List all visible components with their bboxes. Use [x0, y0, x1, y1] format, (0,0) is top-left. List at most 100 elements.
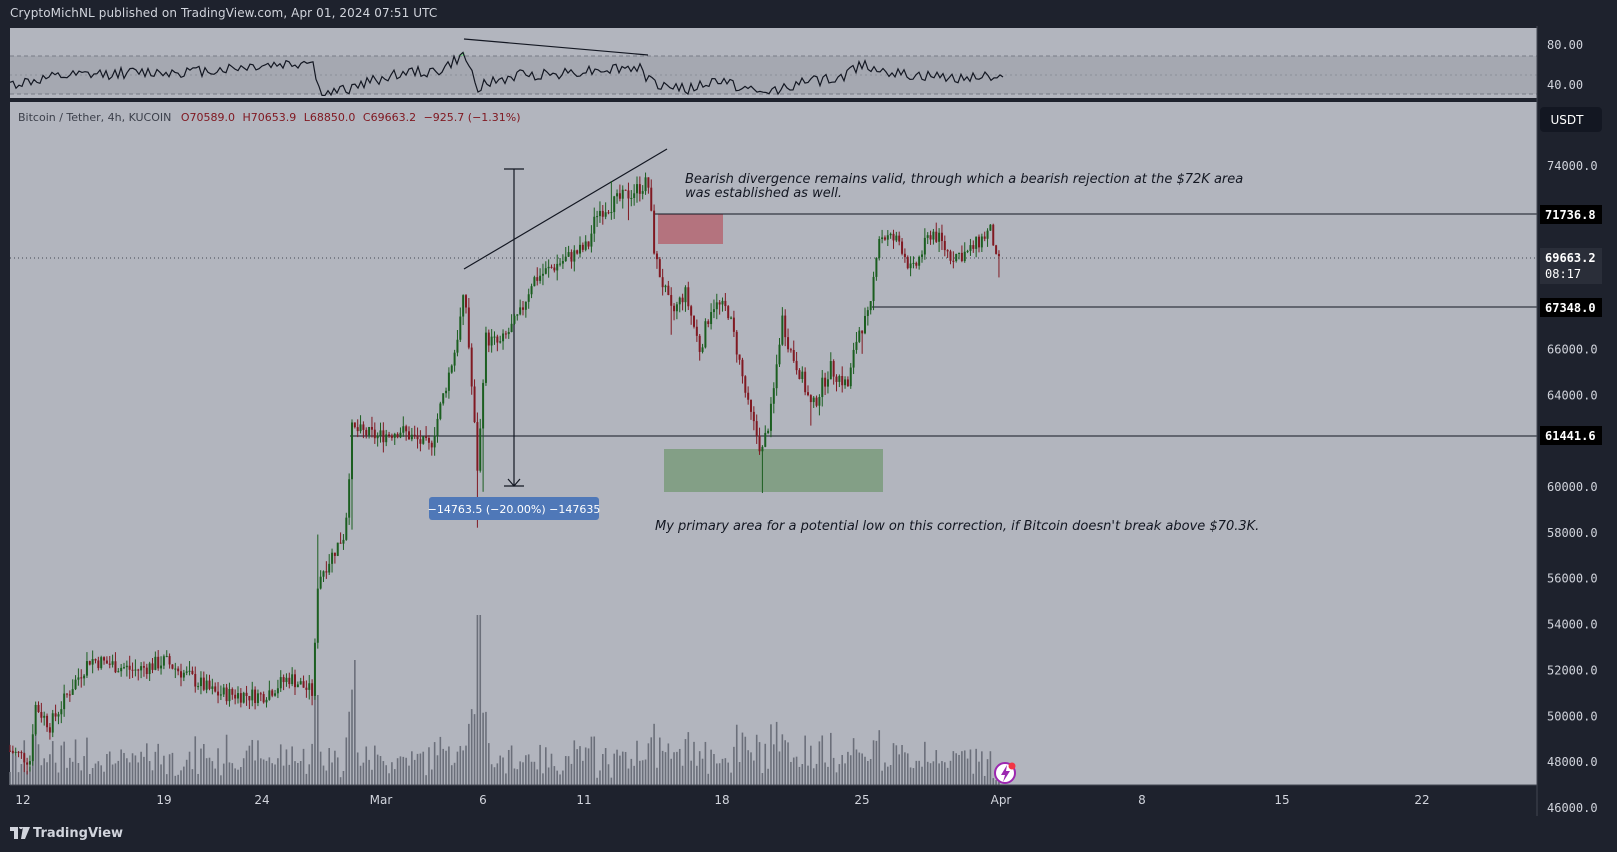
time-tick-label: Apr: [991, 793, 1012, 807]
volume-bar: [747, 750, 749, 785]
candle-body: [504, 333, 507, 335]
rsi-overbought-segment: [461, 52, 465, 56]
candle-body: [48, 727, 51, 733]
candle-body: [291, 674, 294, 685]
volume-bar: [741, 732, 744, 785]
candle-body: [673, 305, 676, 312]
volume-bar: [302, 748, 305, 785]
volume-bar: [579, 746, 581, 785]
volume-bar: [852, 738, 855, 785]
candle-body: [180, 671, 182, 678]
candle-body: [775, 364, 778, 389]
candle-body: [866, 310, 869, 316]
price-tick-label: 48000.0: [1547, 755, 1598, 769]
volume-bar: [288, 764, 291, 785]
volume-bar: [818, 741, 821, 785]
volume-bar: [245, 750, 248, 785]
volume-bar: [151, 770, 154, 785]
candle-body: [100, 657, 103, 669]
volume-bar: [536, 769, 539, 785]
resistance-zone-box[interactable]: [658, 214, 723, 244]
divergence-note-line2[interactable]: was established as well.: [685, 186, 842, 201]
volume-bar: [889, 764, 892, 785]
volume-bar: [684, 739, 687, 785]
volume-bar: [556, 770, 558, 785]
low-area-note[interactable]: My primary area for a potential low on t…: [655, 519, 1259, 534]
candle-body: [858, 330, 861, 342]
volume-bar: [342, 770, 345, 785]
time-axis[interactable]: 12 19 24 Mar 6 11 18 25 Apr 8 15 22: [15, 793, 1429, 807]
candle-body: [570, 252, 573, 262]
volume-bar: [496, 763, 499, 785]
candle-body: [590, 233, 593, 247]
candle-body: [724, 300, 727, 307]
volume-bar: [844, 763, 846, 785]
volume-bar: [887, 766, 889, 785]
volume-bar: [869, 758, 872, 785]
candle-body: [824, 377, 827, 387]
candle-body: [259, 693, 262, 695]
candle-body: [416, 435, 419, 440]
volume-bar: [593, 736, 596, 785]
rising-trendline[interactable]: [463, 148, 668, 270]
volume-bar: [875, 740, 878, 785]
volume-bar: [126, 758, 128, 785]
candle-body: [410, 434, 413, 440]
volume-bar: [183, 766, 185, 785]
candle-body: [818, 397, 821, 406]
volume-bar: [470, 709, 473, 785]
candle-body: [704, 321, 707, 348]
candle-body: [718, 302, 721, 305]
candle-body: [607, 212, 610, 214]
candle-body: [467, 307, 470, 348]
volume-bar: [986, 759, 989, 785]
time-tick-label: 19: [156, 793, 171, 807]
candle-body: [319, 576, 322, 589]
volume-bar: [354, 660, 356, 785]
volume-bar: [710, 749, 712, 785]
current-price-label-box: [1540, 248, 1602, 284]
volume-bar: [248, 745, 251, 785]
volume-bar: [305, 773, 308, 785]
volume-bar: [422, 751, 425, 785]
candle-body: [898, 235, 901, 242]
candle-body: [365, 429, 368, 436]
candle-body: [37, 704, 40, 713]
candle-body: [219, 694, 222, 696]
candle-body: [142, 666, 145, 668]
volume-bar: [758, 742, 761, 785]
candle-body: [131, 669, 134, 671]
volume-bar: [240, 766, 242, 785]
volume-bar: [374, 745, 376, 785]
candle-body: [975, 236, 978, 249]
volume-bar: [704, 741, 707, 785]
footer-bar: [0, 816, 1617, 852]
demand-zone-box[interactable]: [664, 449, 883, 492]
volume-bar: [222, 763, 225, 785]
volume-bar: [944, 762, 946, 785]
candle-body: [966, 250, 969, 252]
volume-bar: [516, 769, 519, 785]
measure-label-box[interactable]: [429, 497, 599, 520]
candle-body: [228, 689, 231, 702]
candle-body: [194, 673, 197, 687]
resistance-label-box: [1540, 205, 1602, 224]
mid-support-label-box: [1540, 298, 1602, 317]
candle-body: [154, 656, 157, 670]
flash-alert-icon[interactable]: [994, 762, 1016, 784]
volume-bar: [587, 748, 590, 785]
candle-body: [11, 750, 14, 753]
candle-body: [427, 437, 430, 443]
volume-bar: [975, 748, 977, 785]
rsi-divergence-line[interactable]: [463, 38, 649, 56]
volume-bar: [906, 753, 909, 785]
candle-body: [422, 436, 425, 444]
tradingview-logo[interactable]: TradingView: [10, 825, 123, 841]
divergence-note-line1[interactable]: Bearish divergence remains valid, throug…: [685, 172, 1243, 187]
currency-button[interactable]: [1540, 107, 1602, 132]
candle-body: [809, 395, 812, 403]
volume-bar: [77, 763, 80, 785]
volume-bar: [926, 761, 929, 785]
volume-bar: [154, 751, 157, 785]
